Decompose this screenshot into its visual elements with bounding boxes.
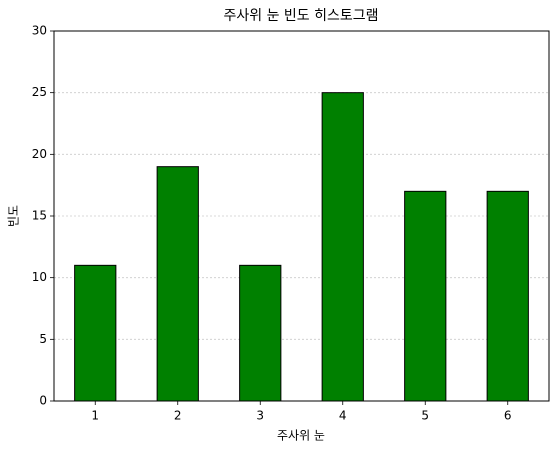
bar (156, 166, 199, 402)
x-tick-label: 4 (339, 409, 347, 423)
y-tick-label: 5 (39, 332, 47, 346)
x-tick-label: 2 (174, 409, 182, 423)
y-tick-label: 10 (32, 270, 47, 284)
y-axis-label: 빈도 (7, 205, 21, 227)
bar (239, 264, 282, 402)
y-tick-label: 30 (32, 24, 47, 38)
bar (486, 190, 529, 402)
x-tick-label: 1 (91, 409, 99, 423)
chart-title: 주사위 눈 빈도 히스토그램 (223, 8, 378, 24)
y-tick-label: 15 (32, 209, 47, 223)
y-tick-label: 20 (32, 147, 47, 161)
x-tick-label: 3 (256, 409, 264, 423)
bar (74, 264, 117, 402)
bar (404, 190, 447, 402)
y-tick-label: 25 (32, 85, 47, 99)
plot-frame (53, 30, 550, 402)
bar (321, 92, 364, 402)
x-axis-label: 주사위 눈 (277, 429, 325, 443)
y-tick-label: 0 (39, 394, 47, 408)
x-tick-label: 5 (421, 409, 429, 423)
x-tick-label: 6 (504, 409, 512, 423)
